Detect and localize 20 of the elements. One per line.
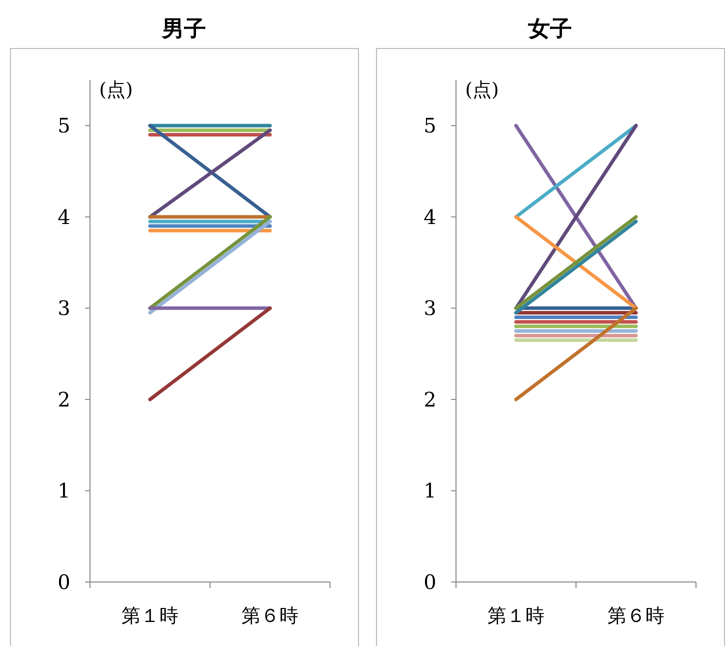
y-tick-label: 2: [58, 387, 70, 412]
y-tick-label: 5: [58, 114, 70, 138]
y-tick-label: 1: [58, 478, 70, 503]
y-tick-label: 0: [58, 570, 70, 594]
x-tick-label: 第１時: [122, 605, 178, 627]
y-tick-label: 3: [58, 296, 70, 320]
y-tick-label: 1: [424, 478, 436, 503]
y-tick-label: 4: [58, 204, 70, 229]
x-tick-label: 第６時: [242, 605, 298, 627]
y-tick-label: 0: [424, 570, 436, 594]
chart-title: 女子: [527, 16, 572, 42]
y-axis-title: (点): [465, 79, 499, 101]
y-axis-title: (点): [99, 79, 133, 101]
x-tick-label: 第６時: [608, 605, 664, 627]
chart-title: 男子: [161, 16, 206, 42]
x-tick-label: 第１時: [488, 605, 544, 627]
y-tick-label: 3: [424, 296, 436, 320]
y-tick-label: 2: [424, 387, 436, 412]
y-tick-label: 5: [424, 114, 436, 138]
y-tick-label: 4: [424, 204, 436, 229]
